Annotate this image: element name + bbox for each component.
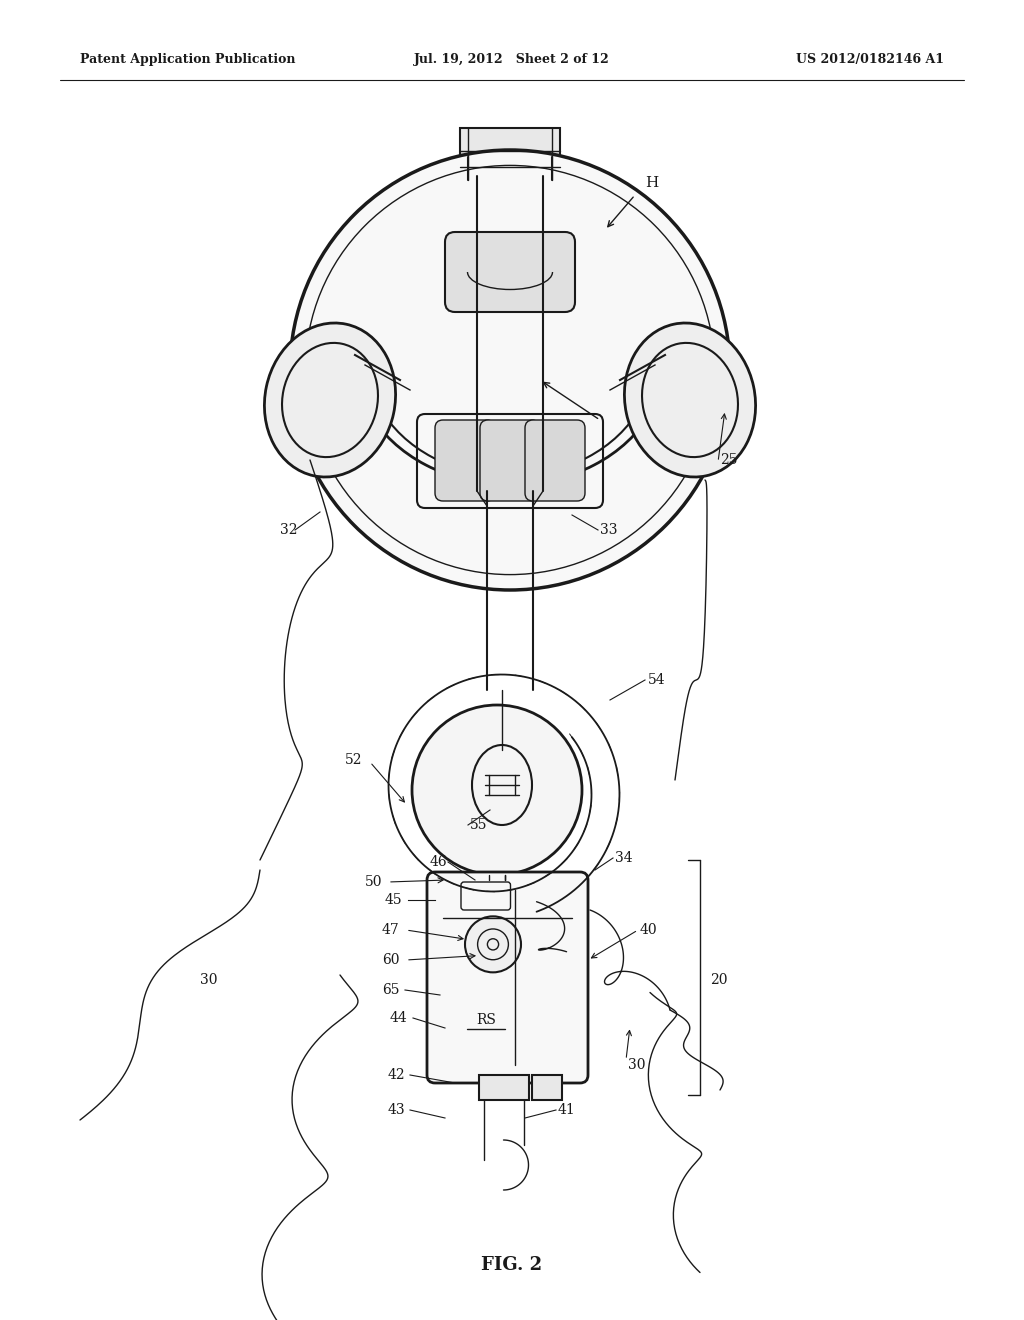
Text: 34: 34 — [615, 851, 633, 865]
Bar — [478, 1074, 528, 1100]
Ellipse shape — [264, 323, 395, 477]
Text: 30: 30 — [628, 1059, 645, 1072]
Text: 41: 41 — [558, 1104, 575, 1117]
Circle shape — [290, 150, 730, 590]
Bar — [460, 128, 560, 180]
Text: US 2012/0182146 A1: US 2012/0182146 A1 — [796, 54, 944, 66]
Text: H: H — [645, 176, 658, 190]
Ellipse shape — [625, 323, 756, 477]
Text: 44: 44 — [390, 1011, 408, 1026]
Text: 50: 50 — [365, 875, 383, 888]
Text: 47: 47 — [382, 923, 399, 937]
Text: 40: 40 — [640, 923, 657, 937]
Text: 55: 55 — [470, 818, 487, 832]
Circle shape — [465, 916, 521, 973]
Text: FIG. 2: FIG. 2 — [481, 1257, 543, 1274]
Text: 54: 54 — [648, 673, 666, 686]
FancyBboxPatch shape — [525, 420, 585, 502]
Text: 45: 45 — [385, 894, 402, 907]
FancyBboxPatch shape — [480, 420, 540, 502]
Text: 33: 33 — [600, 523, 617, 537]
FancyBboxPatch shape — [427, 873, 588, 1082]
FancyBboxPatch shape — [445, 232, 575, 312]
Text: 65: 65 — [382, 983, 399, 997]
Bar — [531, 1074, 561, 1100]
Text: 30: 30 — [200, 973, 217, 987]
Text: 60: 60 — [382, 953, 399, 968]
Text: 46: 46 — [430, 855, 447, 869]
Text: 43: 43 — [388, 1104, 406, 1117]
Text: Patent Application Publication: Patent Application Publication — [80, 54, 296, 66]
Text: 20: 20 — [710, 973, 727, 987]
Circle shape — [412, 705, 582, 875]
Text: 32: 32 — [280, 523, 298, 537]
Text: 25: 25 — [720, 453, 737, 467]
Text: 42: 42 — [388, 1068, 406, 1082]
Text: Jul. 19, 2012   Sheet 2 of 12: Jul. 19, 2012 Sheet 2 of 12 — [414, 54, 610, 66]
FancyBboxPatch shape — [435, 420, 495, 502]
Text: RS: RS — [476, 1014, 496, 1027]
Text: 52: 52 — [345, 752, 362, 767]
